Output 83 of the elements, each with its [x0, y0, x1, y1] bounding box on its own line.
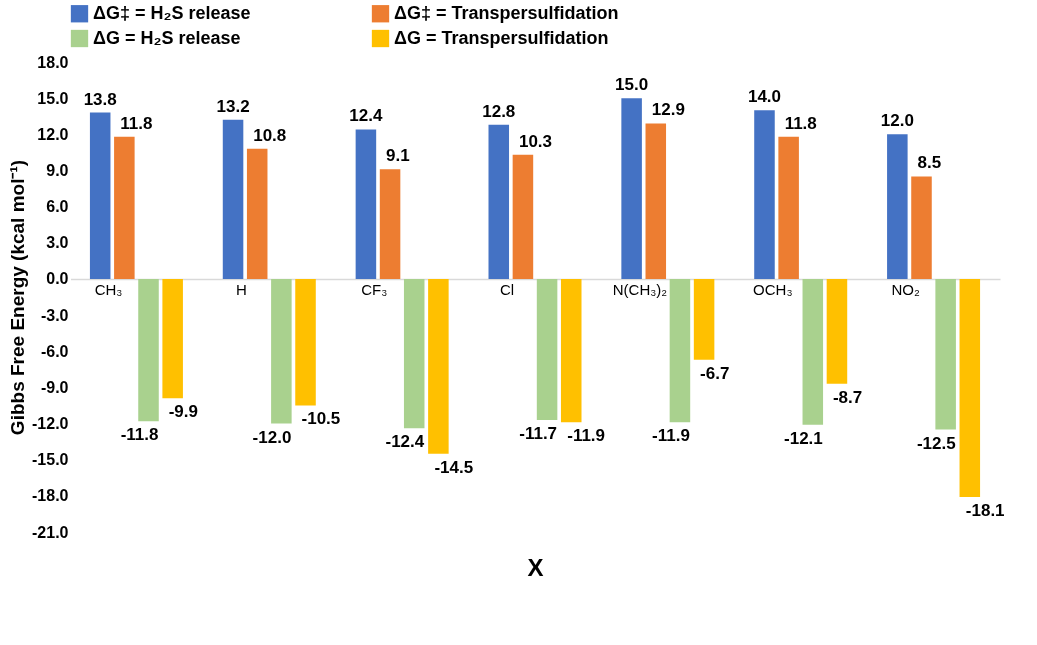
bar — [826, 278, 848, 384]
data-label: -10.5 — [301, 409, 341, 429]
legend-label: ΔG‡ = H₂S release — [93, 2, 251, 23]
y-axis-title: Gibbs Free Energy (kcal mol⁻¹) — [7, 159, 29, 436]
bar — [802, 278, 824, 425]
bar — [114, 136, 135, 279]
data-label: -6.7 — [700, 363, 730, 383]
data-label: 12.4 — [349, 106, 383, 126]
data-label: -12.0 — [252, 427, 292, 447]
y-tick-label: -6.0 — [40, 342, 69, 360]
bar — [246, 148, 268, 279]
data-label: -12.5 — [916, 433, 956, 453]
data-label: 13.2 — [216, 96, 250, 116]
y-tick-label: 6.0 — [46, 198, 69, 216]
y-tick-label: -12.0 — [32, 415, 69, 433]
data-label: 8.5 — [917, 153, 942, 173]
data-label: 12.9 — [651, 100, 685, 120]
data-label: 11.8 — [784, 113, 817, 133]
y-tick-label: -3.0 — [40, 306, 69, 324]
bar — [428, 278, 449, 454]
bar — [138, 278, 159, 422]
x-tick-label: OCH₃ — [753, 281, 793, 299]
data-label: -18.1 — [965, 501, 1005, 521]
data-label: 9.1 — [386, 146, 410, 166]
data-label: 10.3 — [518, 131, 553, 151]
data-label: -11.9 — [567, 426, 606, 446]
bar — [754, 110, 775, 279]
data-label: -14.5 — [434, 457, 474, 477]
bar — [621, 98, 642, 279]
bar — [355, 129, 377, 279]
bar — [295, 278, 316, 406]
y-tick-label: -9.0 — [40, 378, 69, 396]
bar — [162, 278, 183, 399]
data-label: 10.8 — [253, 125, 287, 145]
y-tick-label: -18.0 — [32, 487, 69, 505]
bar — [89, 112, 111, 279]
bar — [935, 278, 956, 430]
y-tick-label: -21.0 — [32, 523, 69, 541]
data-label: 12.0 — [880, 111, 914, 131]
data-label: 12.8 — [482, 101, 516, 121]
x-tick-label: H — [235, 281, 247, 299]
bar — [911, 176, 932, 279]
legend-label: ΔG‡ = Transpersulfidation — [394, 2, 619, 23]
bar — [959, 278, 981, 498]
bar — [271, 278, 292, 424]
bar — [403, 278, 425, 429]
data-label: -11.8 — [120, 425, 159, 445]
legend-label: ΔG = Transpersulfidation — [394, 27, 609, 48]
bar — [669, 278, 691, 423]
bar — [222, 119, 244, 279]
y-tick-label: 3.0 — [46, 234, 69, 252]
data-label: -8.7 — [832, 387, 863, 407]
bar — [887, 134, 908, 279]
data-label: -9.9 — [168, 402, 198, 422]
x-tick-label: N(CH₃)₂ — [612, 281, 668, 299]
legend-label: ΔG = H₂S release — [93, 27, 241, 48]
bar — [778, 136, 799, 279]
bar — [488, 124, 510, 279]
x-tick-label: CH₃ — [94, 281, 123, 299]
y-tick-label: 15.0 — [37, 89, 69, 107]
data-label: -11.9 — [652, 426, 690, 446]
x-tick-label: CF₃ — [361, 281, 388, 299]
bar — [645, 123, 667, 279]
bar — [693, 278, 715, 360]
y-tick-label: 18.0 — [37, 53, 69, 71]
data-label: -12.1 — [784, 428, 823, 448]
y-tick-label: 12.0 — [37, 125, 69, 143]
bar — [536, 278, 558, 420]
data-label: 15.0 — [615, 75, 649, 95]
x-axis-title: X — [527, 553, 544, 581]
y-tick-label: 0.0 — [46, 270, 69, 288]
bar — [379, 169, 401, 279]
bar — [560, 278, 582, 423]
bar — [512, 154, 534, 279]
x-tick-label: NO₂ — [891, 281, 921, 299]
data-label: -12.4 — [385, 432, 425, 452]
data-label: 11.8 — [120, 113, 153, 133]
data-label: 14.0 — [747, 87, 782, 107]
y-tick-label: -15.0 — [32, 451, 69, 469]
x-tick-label: Cl — [500, 281, 515, 299]
y-tick-label: 9.0 — [46, 161, 69, 179]
data-label: -11.7 — [519, 423, 558, 443]
data-label: 13.8 — [83, 89, 117, 109]
